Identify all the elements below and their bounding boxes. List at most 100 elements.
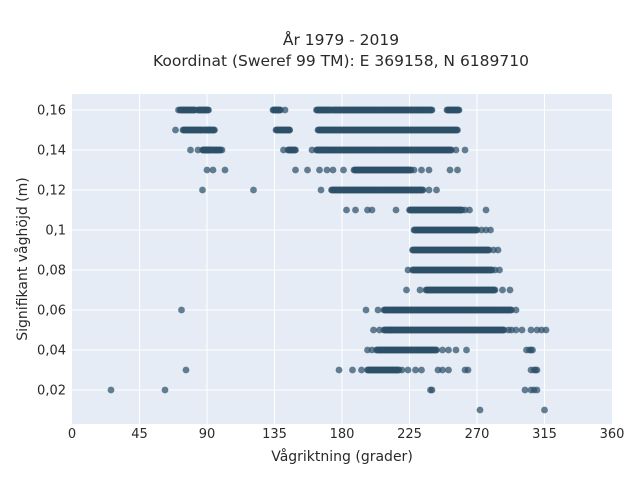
data-point (358, 366, 365, 374)
data-point (419, 186, 427, 194)
data-point (218, 146, 226, 154)
data-point (376, 326, 383, 334)
y-tick-label: 0,14 (37, 144, 66, 159)
data-point (404, 366, 412, 374)
data-point (433, 346, 440, 354)
data-point (292, 166, 299, 174)
data-point (182, 366, 190, 374)
data-point (403, 286, 410, 294)
data-point (370, 326, 377, 334)
data-point (286, 126, 293, 134)
data-point (317, 186, 325, 194)
x-tick-label: 270 (465, 427, 490, 442)
data-point (205, 106, 212, 114)
data-point (418, 166, 425, 174)
data-point (281, 106, 289, 114)
x-tick-label: 0 (68, 427, 76, 442)
data-point (439, 346, 446, 354)
data-point (280, 146, 287, 154)
data-point (211, 126, 218, 134)
data-point (340, 166, 347, 174)
data-point (374, 306, 382, 314)
y-tick-label: 0,06 (37, 304, 66, 319)
data-point (464, 366, 472, 374)
data-point (323, 166, 331, 174)
data-point (533, 386, 541, 394)
data-point (316, 166, 323, 174)
data-point (428, 386, 436, 394)
data-point (446, 166, 454, 174)
data-point (362, 306, 370, 314)
data-point (416, 286, 424, 294)
data-point (527, 326, 535, 334)
x-axis-ticks: 0 45 90 135 180 225 270 315 360 (68, 427, 625, 442)
data-point (107, 386, 115, 394)
y-tick-label: 0,02 (37, 384, 66, 399)
chart-title-line-2: Koordinat (Sweref 99 TM): E 369158, N 61… (153, 52, 529, 70)
data-point (518, 326, 526, 334)
data-point (386, 326, 394, 334)
chart-title-line-1: År 1979 - 2019 (283, 30, 399, 49)
x-tick-label: 315 (532, 427, 557, 442)
y-tick-label: 0,12 (37, 184, 66, 199)
x-tick-label: 225 (397, 427, 422, 442)
x-axis-label: Vågriktning (grader) (271, 448, 413, 465)
data-point (335, 366, 343, 374)
data-point (368, 346, 376, 354)
data-point (292, 146, 299, 154)
x-tick-label: 90 (199, 427, 216, 442)
data-point (433, 186, 440, 194)
x-tick-label: 45 (131, 427, 148, 442)
data-point (343, 206, 350, 214)
data-point (512, 306, 520, 314)
data-point (404, 266, 412, 274)
data-point (178, 306, 185, 314)
data-point (308, 146, 316, 154)
data-points (107, 106, 550, 414)
data-point (506, 286, 514, 294)
data-point (439, 366, 446, 374)
data-point (466, 206, 473, 214)
data-point (445, 346, 452, 354)
data-point (322, 146, 329, 154)
data-point (491, 286, 499, 294)
data-point (203, 166, 211, 174)
x-tick-label: 135 (262, 427, 287, 442)
data-point (452, 146, 460, 154)
data-point (274, 106, 281, 114)
data-point (212, 146, 220, 154)
data-point (476, 406, 484, 414)
x-tick-label: 180 (330, 427, 355, 442)
data-point (461, 146, 469, 154)
data-point (175, 106, 182, 114)
data-point (499, 286, 506, 294)
data-point (425, 166, 433, 174)
data-point (454, 126, 461, 134)
data-point (398, 366, 406, 374)
data-point (455, 106, 463, 114)
data-point (412, 366, 419, 374)
data-point (209, 166, 217, 174)
y-axis-ticks: 0,02 0,04 0,06 0,08 0,1 0,12 0,14 0,16 (37, 104, 66, 399)
data-point (410, 166, 418, 174)
data-point (352, 206, 359, 214)
data-point (487, 226, 494, 234)
data-point (428, 106, 436, 114)
data-point (533, 366, 541, 374)
y-axis-label: Signifikant våghöjd (m) (14, 177, 31, 340)
data-point (368, 206, 376, 214)
data-point (392, 206, 400, 214)
data-point (496, 266, 503, 274)
data-point (187, 146, 194, 154)
data-point (463, 346, 470, 354)
data-point (172, 126, 179, 134)
x-tick-label: 360 (600, 427, 625, 442)
y-tick-label: 0,04 (37, 344, 66, 359)
data-point (445, 366, 452, 374)
data-point (452, 346, 460, 354)
data-point (418, 366, 425, 374)
data-point (221, 166, 229, 174)
data-point (205, 126, 212, 134)
data-point (541, 406, 548, 414)
